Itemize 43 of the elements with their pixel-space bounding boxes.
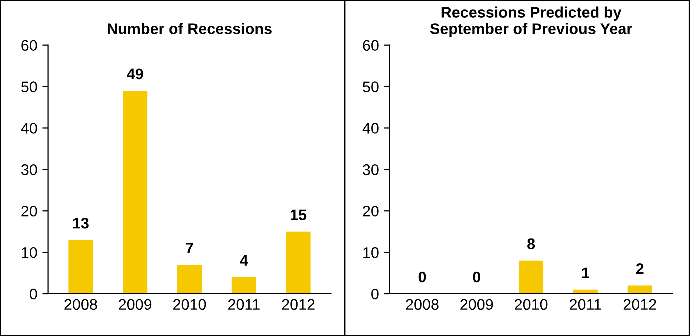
bar bbox=[628, 286, 652, 294]
bar bbox=[178, 264, 202, 294]
y-tick-label: 60 bbox=[363, 40, 379, 52]
y-tick-label: 30 bbox=[363, 164, 379, 176]
y-tick-label: 50 bbox=[363, 82, 379, 92]
y-tick-label: 40 bbox=[21, 123, 38, 134]
y-tick-label: 0 bbox=[372, 288, 379, 300]
data-label: 4 bbox=[240, 255, 248, 266]
chart-title: Number of Recessions bbox=[108, 23, 272, 34]
x-tick-label: 2012 bbox=[282, 299, 315, 310]
bar bbox=[123, 90, 148, 294]
chart-title: Recessions Predicted by September of Previous Year bbox=[430, 6, 632, 38]
bar bbox=[232, 277, 256, 294]
data-label: 8 bbox=[528, 238, 536, 250]
data-label: 0 bbox=[418, 272, 426, 283]
y-tick-label: 30 bbox=[21, 164, 38, 176]
x-tick-label: 2008 bbox=[64, 299, 98, 310]
data-label: 1 bbox=[582, 268, 590, 278]
bar bbox=[286, 232, 311, 294]
y-tick-label: 20 bbox=[22, 206, 38, 217]
data-label: 2 bbox=[636, 264, 644, 274]
x-tick-label: 2010 bbox=[515, 299, 548, 310]
x-tick-label: 2009 bbox=[119, 299, 152, 310]
data-label: 0 bbox=[473, 272, 481, 283]
y-tick-label: 40 bbox=[362, 123, 379, 134]
y-tick-label: 50 bbox=[22, 82, 38, 92]
data-label: 49 bbox=[127, 68, 144, 80]
y-tick-label: 60 bbox=[22, 40, 38, 52]
y-tick-label: 0 bbox=[30, 288, 38, 300]
x-tick-label: 2009 bbox=[460, 299, 494, 310]
x-tick-label: 2008 bbox=[406, 299, 439, 310]
x-tick-label: 2010 bbox=[174, 299, 206, 310]
y-tick-label: 10 bbox=[364, 247, 379, 258]
y-tick-label: 10 bbox=[22, 247, 38, 258]
x-tick-label: 2011 bbox=[228, 299, 260, 310]
y-tick-label: 20 bbox=[363, 206, 379, 217]
bar bbox=[519, 260, 544, 294]
bar bbox=[68, 240, 94, 294]
data-label: 7 bbox=[186, 242, 194, 254]
data-label: 15 bbox=[291, 210, 307, 220]
x-tick-label: 2011 bbox=[570, 299, 602, 310]
x-tick-label: 2012 bbox=[624, 299, 656, 310]
data-label: 13 bbox=[73, 218, 89, 229]
